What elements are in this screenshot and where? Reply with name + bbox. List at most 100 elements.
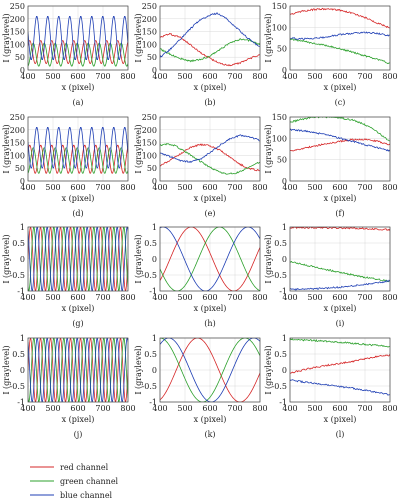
panel-b: 400 500 600 700 800 0 50 100 150 200 250 x (pixel) I… — [134, 2, 268, 107]
x-tick-label: 500 — [177, 404, 192, 413]
panel-caption: (j) — [74, 430, 83, 439]
y-tick-label: 50 — [147, 164, 157, 173]
x-tick-label: 500 — [45, 72, 60, 81]
series-line-green-channel — [28, 338, 128, 402]
y-tick-label: 1 — [282, 223, 287, 232]
y-tick-label: 200 — [142, 126, 157, 135]
y-tick-label: 0 — [282, 177, 287, 186]
x-tick-label: 500 — [307, 404, 322, 413]
y-tick-label: -1 — [149, 287, 157, 296]
panel-caption: (i) — [336, 319, 345, 328]
y-tick-label: 150 — [10, 139, 25, 148]
x-axis-label: x (pixel) — [194, 415, 227, 424]
panel-caption: (a) — [72, 98, 83, 107]
series-line-blue-channel — [290, 379, 390, 396]
y-tick-label: 100 — [272, 134, 287, 143]
series-line-red-channel — [160, 227, 260, 291]
plot-frame — [159, 116, 261, 182]
y-axis-label: I (graylevel) — [134, 13, 143, 62]
legend-label: blue channel — [60, 491, 113, 500]
y-axis-label: I (graylevel) — [134, 124, 143, 173]
x-axis-label: x (pixel) — [62, 83, 95, 92]
x-axis-label: x (pixel) — [194, 83, 227, 92]
plot-frame — [289, 226, 391, 292]
y-tick-label: 0 — [152, 177, 157, 186]
x-axis-label: x (pixel) — [62, 415, 95, 424]
y-tick-label: 1 — [152, 223, 157, 232]
panel-k: 400 500 600 700 800 -1 -0.5 0 0.5 1 x (pixel) I (gr… — [134, 334, 268, 439]
series-line-red-channel — [290, 138, 390, 152]
x-tick-label: 600 — [70, 183, 85, 192]
y-tick-label: 0 — [152, 366, 157, 375]
y-tick-label: 100 — [272, 23, 287, 32]
x-tick-label: 600 — [70, 404, 85, 413]
x-tick-label: 500 — [307, 183, 322, 192]
y-tick-label: 50 — [277, 45, 287, 54]
x-tick-label: 700 — [357, 72, 372, 81]
panel-j: 400 500 600 700 800 -1 -0.5 0 0.5 1 x (pixel) I (gr… — [2, 334, 136, 439]
series-line-blue-channel — [290, 128, 390, 152]
x-tick-label: 800 — [120, 404, 135, 413]
y-tick-label: 1 — [20, 223, 25, 232]
x-axis-label: x (pixel) — [324, 415, 357, 424]
y-tick-label: 250 — [10, 2, 25, 11]
y-tick-label: 0 — [20, 366, 25, 375]
y-axis-label: I (graylevel) — [2, 234, 11, 283]
x-tick-label: 500 — [307, 72, 322, 81]
y-axis-label: I (graylevel) — [2, 124, 11, 173]
y-axis-label: I (graylevel) — [264, 13, 273, 62]
y-tick-label: 0 — [282, 255, 287, 264]
series-line-red-channel — [290, 7, 390, 29]
x-axis-label: x (pixel) — [194, 304, 227, 313]
x-tick-label: 400 — [152, 293, 167, 302]
x-tick-label: 400 — [20, 404, 35, 413]
plot-frame — [27, 116, 129, 182]
y-axis-label: I (graylevel) — [264, 124, 273, 173]
x-tick-label: 700 — [357, 293, 372, 302]
y-tick-label: 100 — [10, 151, 25, 160]
series-line-blue-channel — [160, 134, 260, 164]
y-tick-label: 50 — [15, 164, 25, 173]
plot-frame — [289, 116, 391, 182]
x-tick-label: 800 — [252, 404, 267, 413]
series-line-blue-channel — [160, 11, 260, 58]
panel-i: 400 500 600 700 800 -1 -0.5 0 0.5 1 x (pixel) I (gr… — [264, 223, 398, 328]
x-tick-label: 800 — [120, 183, 135, 192]
series-line-red-channel — [28, 338, 128, 402]
y-tick-label: -0.5 — [10, 382, 25, 391]
y-tick-label: 250 — [142, 2, 157, 11]
x-tick-label: 700 — [227, 404, 242, 413]
x-tick-label: 800 — [382, 72, 397, 81]
plot-frame — [289, 337, 391, 403]
x-tick-label: 400 — [20, 293, 35, 302]
y-tick-label: 150 — [142, 28, 157, 37]
y-tick-label: 150 — [142, 139, 157, 148]
panel-caption: (b) — [204, 98, 215, 107]
series-line-green-channel — [290, 117, 390, 142]
y-tick-label: 200 — [142, 15, 157, 24]
x-tick-label: 800 — [252, 293, 267, 302]
series-line-green-channel — [290, 338, 390, 348]
plot-frame — [27, 5, 129, 71]
y-tick-label: 0 — [152, 66, 157, 75]
panel-caption: (h) — [204, 319, 215, 328]
y-tick-label: -0.5 — [10, 271, 25, 280]
series-line-blue-channel — [290, 31, 390, 40]
y-tick-label: -0.5 — [272, 382, 287, 391]
x-tick-label: 600 — [70, 72, 85, 81]
x-tick-label: 400 — [152, 404, 167, 413]
series-line-red-channel — [290, 227, 390, 231]
plot-frame — [27, 226, 129, 292]
x-tick-label: 600 — [202, 183, 217, 192]
x-tick-label: 400 — [282, 72, 297, 81]
plot-frame — [159, 337, 261, 403]
y-tick-label: 100 — [10, 40, 25, 49]
legend-item: green channel — [30, 477, 119, 486]
x-tick-label: 600 — [332, 404, 347, 413]
y-tick-label: 150 — [10, 28, 25, 37]
plot-frame — [159, 226, 261, 292]
y-axis-label: I (graylevel) — [264, 234, 273, 283]
x-axis-label: x (pixel) — [324, 83, 357, 92]
plot-frame — [27, 337, 129, 403]
